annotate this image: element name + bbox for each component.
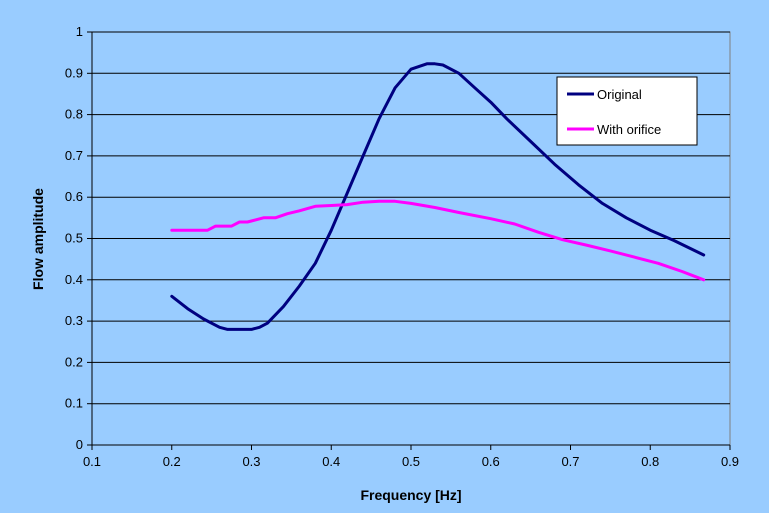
y-tick-label: 0.4 — [65, 272, 83, 287]
y-axis-title: Flow amplitude — [30, 188, 46, 290]
x-tick-label: 0.4 — [322, 454, 340, 469]
x-tick-label: 0.2 — [163, 454, 181, 469]
legend: Original With orifice — [556, 76, 698, 146]
x-tick-label: 0.8 — [641, 454, 659, 469]
series-line-original — [170, 62, 706, 331]
legend-label-with-orifice: With orifice — [597, 122, 661, 137]
y-tick-label: 0.9 — [65, 65, 83, 80]
x-tick-label: 0.3 — [242, 454, 260, 469]
x-axis-ticks: 0.1 0.2 0.3 0.4 0.5 0.6 0.7 0.8 0.9 — [83, 444, 739, 469]
x-axis-title: Frequency [Hz] — [360, 487, 461, 503]
y-tick-label: 0.6 — [65, 189, 83, 204]
x-tick-label: 0.7 — [561, 454, 579, 469]
y-tick-label: 0.3 — [65, 313, 83, 328]
data-series — [170, 62, 706, 331]
y-tick-label: 1 — [76, 24, 83, 39]
x-tick-label: 0.6 — [482, 454, 500, 469]
series-line-with-orifice — [170, 199, 706, 282]
legend-box — [556, 76, 698, 146]
gridlines — [92, 31, 730, 405]
x-tick-label: 0.9 — [721, 454, 739, 469]
y-axis-ticks: 0 0.1 0.2 0.3 0.4 0.5 0.6 0.7 0.8 0.9 1 — [65, 24, 93, 452]
y-tick-label: 0.8 — [65, 107, 83, 122]
y-tick-label: 0.5 — [65, 231, 83, 246]
legend-label-original: Original — [597, 87, 642, 102]
y-tick-label: 0.2 — [65, 354, 83, 369]
y-tick-label: 0 — [76, 437, 83, 452]
y-tick-label: 0.7 — [65, 148, 83, 163]
y-tick-label: 0.1 — [65, 396, 83, 411]
x-tick-label: 0.5 — [402, 454, 420, 469]
x-tick-label: 0.1 — [83, 454, 101, 469]
